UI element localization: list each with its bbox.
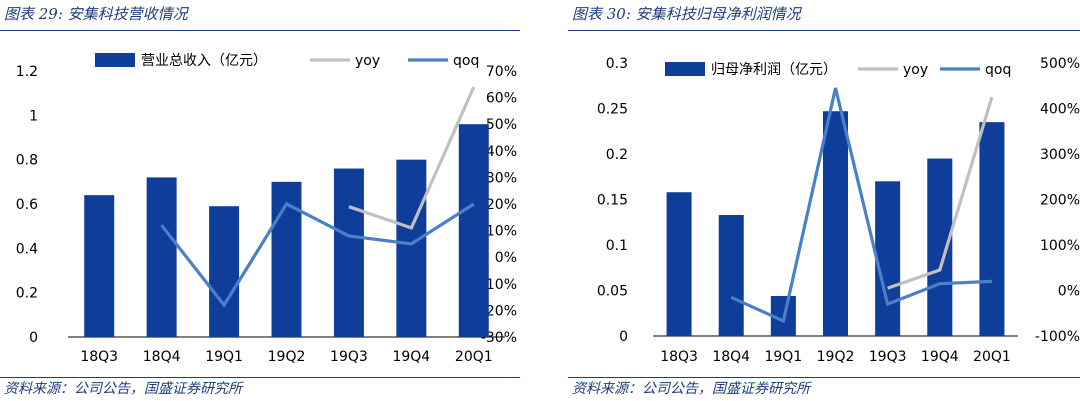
y-tick-label-left: 0 (29, 330, 38, 346)
x-tick-label: 19Q1 (205, 349, 243, 365)
series-line-yoy (348, 86, 476, 230)
bar (666, 192, 692, 336)
x-tick-label: 18Q4 (143, 349, 181, 365)
legend-label: yoy (355, 53, 380, 69)
y-tick-label-right: 60% (486, 91, 517, 107)
net-profit-chart: 0 0.05 0.1 0.15 0.2 0.25 0.3 -100% 0% 100% 200% 300… (597, 56, 1080, 365)
footer-rule (568, 377, 1080, 378)
net-profit-chart-panel: 图表 30: 安集科技归母净利润情况 0 0.05 0.1 0.15 0.2 0.25 0.… (568, 0, 1080, 401)
legend-label: 归母净利润（亿元） (711, 61, 837, 78)
legend-label: yoy (903, 62, 928, 78)
chart-title: 图表 29: 安集科技营收情况 (4, 5, 188, 23)
y-tick-label-right: 200% (1040, 193, 1080, 209)
bar (822, 111, 849, 336)
revenue-chart-panel: 图表 29: 安集科技营收情况 0 0.2 0.4 0.6 0.8 1 1.2 -30% -20… (0, 0, 520, 401)
bar (84, 195, 115, 337)
y-tick-label-right: 40% (486, 144, 517, 160)
y-tick-label-left: 0.3 (606, 56, 628, 72)
y-tick-label-left: 0.05 (597, 284, 628, 300)
x-tick-label: 19Q4 (392, 349, 430, 365)
legend-swatch (95, 53, 135, 67)
y-tick-label-right: 20% (486, 197, 517, 213)
legend-swatch (665, 62, 705, 76)
y-tick-label-right: 500% (1040, 56, 1080, 72)
series-line-qoq (730, 87, 992, 324)
y-tick-label-right: 70% (486, 64, 517, 80)
y-tick-label-left: 0.4 (16, 241, 38, 257)
y-tick-label-right: 30% (486, 170, 517, 186)
y-tick-label-right: 50% (486, 117, 517, 133)
x-tick-label: 19Q4 (921, 349, 959, 365)
y-tick-label-left: 0.2 (606, 147, 628, 163)
y-tick-label-right: 300% (1040, 147, 1080, 163)
legend-label: qoq (985, 62, 1011, 78)
y-tick-label-right: -30% (481, 330, 517, 346)
y-tick-label-right: 0% (1058, 284, 1080, 300)
header-rule (568, 30, 1080, 31)
chart-title: 图表 30: 安集科技归母净利润情况 (572, 5, 801, 23)
bar (979, 122, 1005, 337)
y-tick-label-left: 0.6 (16, 197, 38, 213)
bar (718, 214, 744, 336)
y-tick-label-right: 0% (495, 250, 517, 266)
bar (458, 124, 489, 337)
x-tick-label: 18Q3 (660, 349, 698, 365)
x-tick-label: 19Q3 (869, 349, 907, 365)
legend-label: 营业总收入（亿元） (141, 53, 267, 69)
y-tick-label-left: 0.2 (16, 286, 38, 302)
footer-rule (0, 377, 520, 378)
bar (875, 181, 901, 336)
y-tick-label-right: 100% (1040, 238, 1080, 254)
x-tick-label: 19Q1 (764, 349, 802, 365)
chart-source: 资料来源：公司公告，国盛证券研究所 (4, 381, 242, 397)
bar (146, 177, 177, 337)
y-tick-label-left: 0.8 (16, 153, 38, 169)
x-tick-label: 19Q3 (330, 349, 368, 365)
y-tick-label-right: 400% (1040, 102, 1080, 118)
y-tick-label-right: -100% (1035, 329, 1080, 345)
x-tick-label: 20Q1 (973, 349, 1011, 365)
series-line-yoy (887, 96, 994, 290)
header-rule (0, 30, 520, 31)
x-tick-label: 19Q2 (817, 349, 855, 365)
series-line-qoq (160, 201, 475, 308)
y-tick-label-right: -10% (481, 277, 517, 293)
y-tick-label-left: 0 (619, 329, 628, 345)
bar (396, 159, 427, 337)
y-tick-label-left: 0.1 (606, 238, 628, 254)
chart-source: 资料来源：公司公告，国盛证券研究所 (572, 381, 810, 397)
x-tick-label: 18Q4 (712, 349, 750, 365)
y-tick-label-left: 1 (29, 108, 38, 124)
y-tick-label-right: -20% (481, 303, 517, 319)
x-tick-label: 19Q2 (268, 349, 306, 365)
y-tick-label-right: 10% (486, 224, 517, 240)
bar (209, 206, 240, 337)
y-tick-label-left: 0.25 (597, 102, 628, 118)
bar (927, 158, 953, 336)
bar (333, 168, 364, 337)
x-tick-label: 18Q3 (80, 349, 118, 365)
y-tick-label-left: 0.15 (597, 193, 628, 209)
revenue-chart: 0 0.2 0.4 0.6 0.8 1 1.2 -30% -20% -10% 0% 10% 20% 30%… (16, 53, 517, 365)
legend-label: qoq (453, 53, 479, 69)
x-tick-label: 20Q1 (455, 349, 493, 365)
y-tick-label-left: 1.2 (16, 64, 38, 80)
